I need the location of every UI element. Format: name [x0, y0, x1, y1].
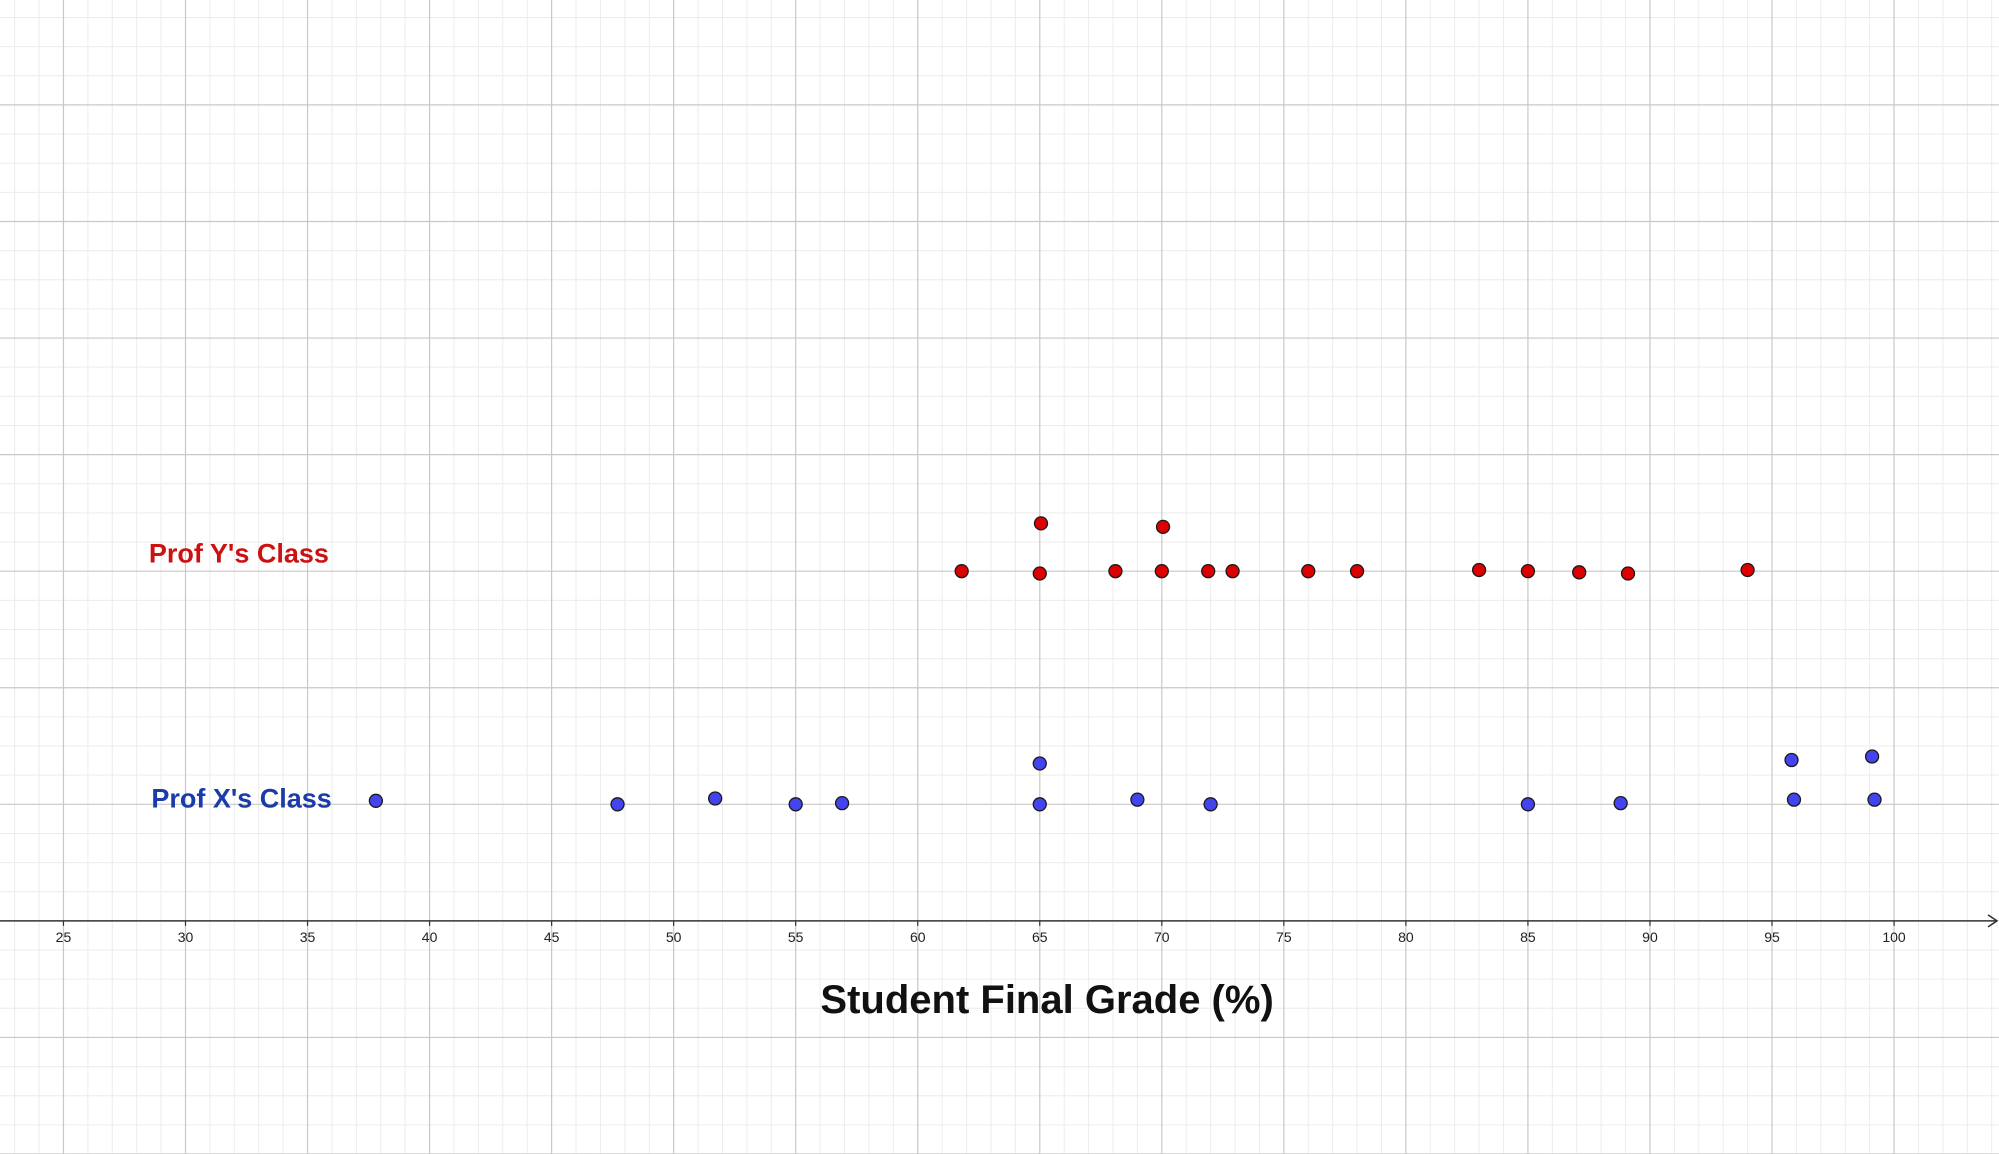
- data-point: [834, 795, 850, 811]
- data-point: [1349, 564, 1365, 579]
- data-point: [1620, 566, 1636, 581]
- data-point: [954, 564, 969, 579]
- data-points: [368, 516, 1882, 812]
- data-point: [1225, 564, 1240, 579]
- x-tick-label: 50: [666, 929, 682, 945]
- data-point: [1032, 797, 1047, 812]
- data-point: [1032, 566, 1047, 581]
- x-tick-label: 65: [1032, 929, 1048, 945]
- data-point: [1154, 564, 1169, 579]
- data-point: [1471, 562, 1487, 578]
- data-point: [1203, 797, 1218, 812]
- x-tick-label: 60: [910, 929, 926, 945]
- x-tick-label: 30: [178, 929, 194, 945]
- data-point: [1033, 516, 1049, 531]
- x-tick-label: 95: [1764, 929, 1780, 945]
- x-tick-label: 90: [1642, 929, 1658, 945]
- data-point: [1786, 792, 1802, 807]
- x-tick-label: 75: [1276, 929, 1292, 945]
- data-point: [368, 793, 384, 808]
- x-tick-label: 45: [544, 929, 560, 945]
- data-point: [1520, 564, 1536, 579]
- x-tick-label: 40: [422, 929, 438, 945]
- series-labels: Prof Y's Class Prof X's Class: [149, 539, 332, 814]
- data-point: [1108, 564, 1123, 579]
- data-point: [1301, 564, 1316, 579]
- data-point: [610, 797, 625, 812]
- data-point: [1864, 749, 1880, 764]
- x-tick-label: 100: [1882, 929, 1906, 945]
- data-point: [1130, 792, 1145, 807]
- x-tick-label: 55: [788, 929, 804, 945]
- data-point: [1520, 797, 1536, 812]
- x-axis: [0, 914, 1999, 928]
- x-tick-label: 25: [56, 929, 72, 945]
- x-tick-label: 80: [1398, 929, 1414, 945]
- data-point: [1032, 756, 1047, 771]
- x-tick-label: 85: [1520, 929, 1536, 945]
- series-label: Prof Y's Class: [149, 539, 329, 569]
- data-point: [1784, 752, 1799, 768]
- x-tick-label: 70: [1154, 929, 1170, 945]
- data-point: [1740, 562, 1755, 578]
- series-label: Prof X's Class: [151, 783, 331, 813]
- x-axis-arrow: [1987, 914, 1999, 928]
- x-tick-label: 35: [300, 929, 316, 945]
- data-point: [1201, 564, 1216, 579]
- x-tick-labels: 25 30 35 40 45 50 55 60 65 70 75 80 85 90 95 100: [56, 929, 1906, 945]
- x-axis-title: Student Final Grade (%): [820, 978, 1273, 1022]
- data-point: [707, 791, 723, 806]
- data-point: [1155, 519, 1171, 535]
- data-point: [788, 797, 803, 812]
- data-point: [1572, 565, 1587, 580]
- data-point: [1867, 792, 1882, 807]
- data-point: [1613, 795, 1628, 811]
